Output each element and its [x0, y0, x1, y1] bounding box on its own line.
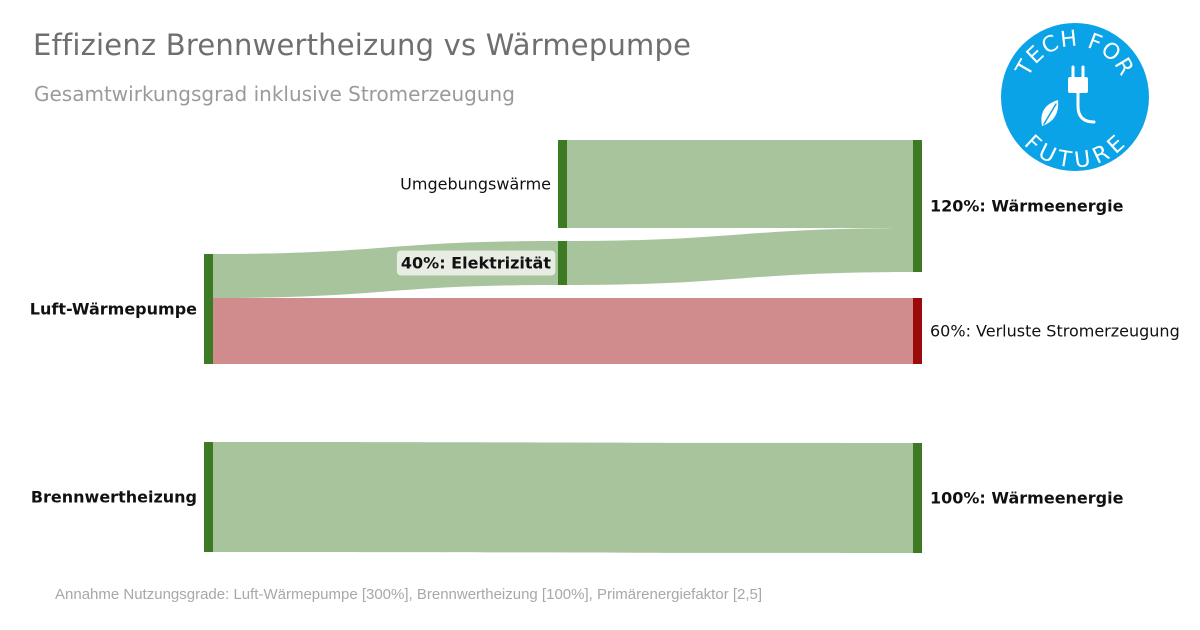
tech-for-future-logo: TECH FOR FUTURE — [1001, 23, 1149, 172]
sankey-labels: Luft-Wärmepumpe Umgebungswärme 40%: Elektr… — [30, 175, 1180, 508]
sankey-node-lwp — [204, 254, 213, 364]
sankey-node-verl — [913, 298, 922, 364]
chart-subtitle: Gesamtwirkungsgrad inklusive Stromerzeug… — [34, 82, 515, 106]
sankey-link-umg-to-wae1 — [567, 140, 913, 228]
sankey-node-wae1 — [913, 140, 922, 272]
sankey-node-elek — [558, 241, 567, 285]
sankey-node-label-elek: 40%: Elektrizität — [401, 254, 551, 273]
chart-title: Effizienz Brennwertheizung vs Wärmepumpe — [33, 28, 692, 62]
sankey-node-label-umg: Umgebungswärme — [400, 175, 551, 194]
sankey-node-umg — [558, 140, 567, 228]
sankey-node-label-wae1: 120%: Wärmeenergie — [930, 197, 1124, 216]
sankey-link-bwh-to-wae2 — [213, 442, 913, 553]
sankey-node-bwh — [204, 442, 213, 552]
footnote: Annahme Nutzungsgrade: Luft-Wärmepumpe [… — [55, 586, 763, 603]
sankey-links — [213, 140, 913, 553]
sankey-link-elek-to-wae1 — [567, 228, 913, 285]
sankey-node-label-wae2: 100%: Wärmeenergie — [930, 489, 1124, 508]
sankey-node-label-lwp: Luft-Wärmepumpe — [30, 300, 197, 319]
sankey-node-label-bwh: Brennwertheizung — [31, 488, 197, 507]
sankey-node-wae2 — [913, 443, 922, 553]
sankey-node-label-bg-elek — [396, 250, 556, 276]
plug-leaf-icon — [1041, 65, 1096, 126]
sankey-nodes — [204, 140, 922, 553]
sankey-node-label-verl: 60%: Verluste Stromerzeugung — [930, 322, 1180, 341]
sankey-link-lwp-to-verl — [213, 298, 913, 364]
logo-circle — [1001, 23, 1149, 171]
